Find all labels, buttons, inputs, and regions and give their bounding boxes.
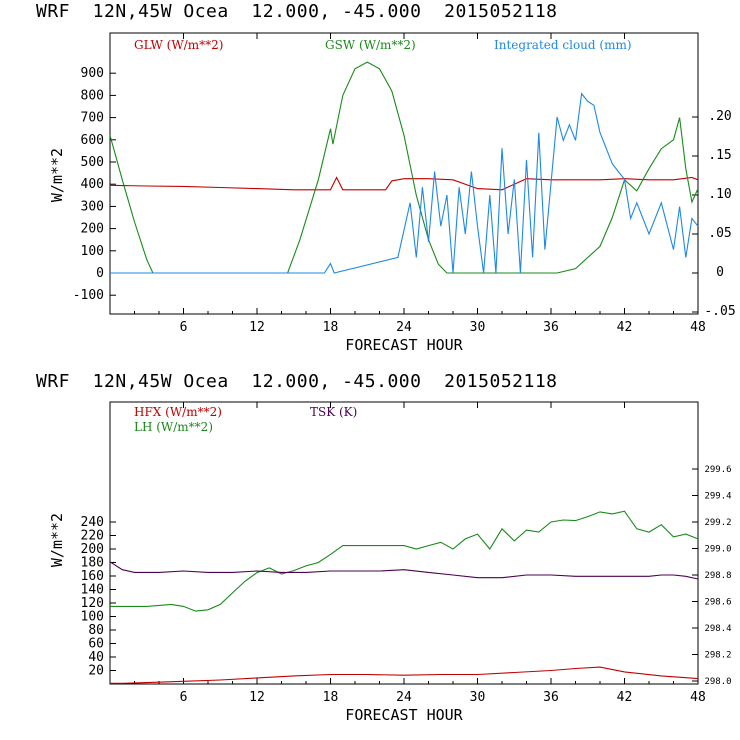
legend-entry: GSW (W/m**2) (325, 38, 416, 52)
x-tick-label: 42 (617, 320, 633, 335)
x-tick-label: 18 (323, 320, 339, 335)
y2-tick-label: .20 (708, 109, 731, 124)
y-tick-label: 60 (88, 637, 104, 652)
legend-entry: LH (W/m**2) (134, 420, 213, 434)
y-tick-label: 80 (88, 623, 104, 638)
x-axis-label: FORECAST HOUR (345, 706, 463, 724)
y2-tick-label: 298.8 (704, 571, 731, 581)
y-tick-label: 600 (81, 133, 104, 148)
y-tick-label: 20 (88, 664, 104, 679)
y2-tick-label: 299.0 (704, 545, 731, 555)
x-tick-label: 6 (180, 320, 188, 335)
y-tick-label: 100 (81, 244, 104, 259)
y-tick-label: 120 (81, 596, 104, 611)
y-tick-label: 700 (81, 111, 104, 126)
x-tick-label: 24 (396, 690, 412, 705)
legend-entry: HFX (W/m**2) (134, 405, 222, 419)
series-line-hfx (110, 666, 699, 684)
y-tick-label: 140 (81, 583, 104, 598)
y2-tick-label: 298.4 (704, 624, 731, 634)
y-tick-label: -100 (73, 288, 104, 303)
y-tick-label: 180 (81, 556, 104, 571)
x-tick-label: 30 (470, 320, 486, 335)
y-tick-label: 200 (81, 542, 104, 557)
y2-tick-label: 299.2 (704, 518, 731, 528)
y-tick-label: 240 (81, 515, 104, 530)
x-tick-label: 36 (543, 690, 559, 705)
x-tick-label: 48 (690, 690, 706, 705)
chart-title-bottom: WRF 12N,45W Ocea 12.000, -45.000 2015052… (36, 371, 558, 392)
y2-tick-label: .10 (708, 187, 731, 202)
y-tick-label: 40 (88, 650, 104, 665)
y-axis-label: W/m**2 (48, 148, 66, 202)
y-tick-label: 160 (81, 569, 104, 584)
y2-tick-label: 298.2 (704, 651, 731, 661)
x-tick-label: 24 (396, 320, 412, 335)
y-tick-label: 400 (81, 177, 104, 192)
y2-tick-label: 0 (716, 265, 724, 280)
x-tick-label: 12 (249, 690, 265, 705)
y2-tick-label: 299.6 (704, 465, 731, 475)
y2-tick-label: 299.4 (704, 492, 731, 502)
x-tick-label: 42 (617, 690, 633, 705)
plot-frame-1 (109, 32, 699, 315)
x-tick-label: 36 (543, 320, 559, 335)
y-axis-label: W/m**2 (48, 513, 66, 567)
x-axis-label: FORECAST HOUR (345, 336, 463, 354)
y2-tick-label: .05 (708, 226, 731, 241)
y-tick-label: 200 (81, 222, 104, 237)
x-tick-label: 12 (249, 320, 265, 335)
y2-tick-label: -.05 (704, 304, 735, 319)
plot-frame-2 (109, 401, 699, 685)
series-line-gsw (109, 61, 699, 274)
y-tick-label: 300 (81, 199, 104, 214)
legend-entry: TSK (K) (310, 405, 357, 419)
legend-entry: Integrated cloud (mm) (494, 38, 632, 52)
series-line-glw (109, 176, 699, 191)
y-tick-label: 0 (96, 266, 104, 281)
x-tick-label: 48 (690, 320, 706, 335)
y2-tick-label: .15 (708, 148, 731, 163)
y-tick-label: 220 (81, 529, 104, 544)
x-tick-label: 18 (323, 690, 339, 705)
series-line-tsk (109, 561, 699, 580)
series-line-integrated (110, 92, 699, 274)
y2-tick-label: 298.0 (704, 677, 731, 687)
series-line-lh (110, 510, 699, 612)
y-tick-label: 900 (81, 66, 104, 81)
chart-title-top: WRF 12N,45W Ocea 12.000, -45.000 2015052… (36, 1, 558, 22)
y-tick-label: 100 (81, 610, 104, 625)
x-tick-label: 6 (180, 690, 188, 705)
y2-tick-label: 298.6 (704, 598, 731, 608)
x-tick-label: 30 (470, 690, 486, 705)
legend-entry: GLW (W/m**2) (134, 38, 223, 52)
y-tick-label: 500 (81, 155, 104, 170)
y-tick-label: 800 (81, 88, 104, 103)
